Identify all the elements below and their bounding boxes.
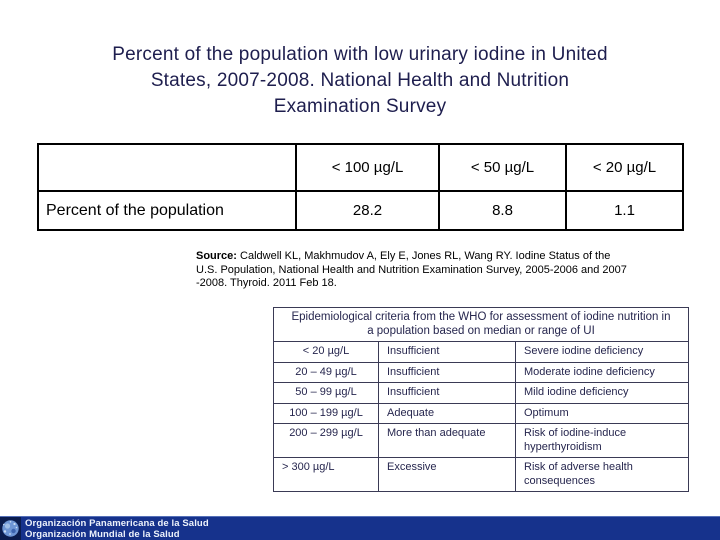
ui-range-cell: > 300 µg/L: [273, 457, 379, 492]
results-table: < 100 µg/L < 50 µg/L < 20 µg/L Percent o…: [37, 143, 684, 231]
results-table-value: 28.2: [295, 190, 440, 231]
results-table-row-label: Percent of the population: [37, 190, 297, 231]
iodine-intake-cell: Adequate: [378, 402, 516, 424]
iodine-status-cell: Optimum: [515, 402, 689, 424]
slide-title-line: Percent of the population with low urina…: [112, 44, 608, 65]
table-row: 50 – 99 µg/L Insufficient Mild iodine de…: [273, 382, 689, 404]
who-table-caption: Epidemiological criteria from the WHO fo…: [273, 307, 689, 342]
iodine-intake-cell: Insufficient: [378, 382, 516, 404]
table-row: < 20 µg/L Insufficient Severe iodine def…: [273, 341, 689, 363]
footer-org-line1: Organización Panamericana de la Salud: [25, 517, 209, 529]
source-note-line: Source: Caldwell KL, Makhmudov A, Ely E,…: [196, 250, 611, 262]
iodine-status-cell: Moderate iodine deficiency: [515, 361, 689, 383]
ui-range-cell: 200 – 299 µg/L: [273, 423, 379, 458]
results-table-header-row: < 100 µg/L < 50 µg/L < 20 µg/L: [37, 143, 684, 192]
slide-title-line: Examination Survey: [273, 96, 447, 117]
iodine-status-cell: Severe iodine deficiency: [515, 341, 689, 363]
footer-organization-text: Organización Panamericana de la Salud Or…: [25, 518, 209, 540]
ui-range-cell: 100 – 199 µg/L: [273, 402, 379, 424]
ui-range-cell: < 20 µg/L: [273, 341, 379, 363]
who-table-caption-row: Epidemiological criteria from the WHO fo…: [273, 307, 689, 342]
table-row: 200 – 299 µg/L More than adequate Risk o…: [273, 423, 689, 458]
results-table-col-header: < 50 µg/L: [438, 143, 567, 192]
table-row: 100 – 199 µg/L Adequate Optimum: [273, 402, 689, 424]
slide-title: Percent of the population with low urina…: [50, 42, 670, 120]
table-row: 20 – 49 µg/L Insufficient Moderate iodin…: [273, 361, 689, 383]
footer-bar: Organización Panamericana de la Salud Or…: [0, 516, 720, 540]
results-table-data-row: Percent of the population 28.2 8.8 1.1: [37, 190, 684, 231]
results-table-value: 8.8: [438, 190, 567, 231]
ui-range-cell: 50 – 99 µg/L: [273, 382, 379, 404]
iodine-intake-cell: Insufficient: [378, 361, 516, 383]
results-table-corner-cell: [37, 143, 297, 192]
results-table-value: 1.1: [565, 190, 684, 231]
source-note-line: -2008. Thyroid. 2011 Feb 18.: [196, 277, 337, 289]
iodine-intake-cell: Insufficient: [378, 341, 516, 363]
iodine-status-cell: Mild iodine deficiency: [515, 382, 689, 404]
source-label: Source:: [196, 250, 237, 262]
results-table-col-header: < 100 µg/L: [295, 143, 440, 192]
source-note-line: U.S. Population, National Health and Nut…: [196, 263, 627, 276]
table-row: > 300 µg/L Excessive Risk of adverse hea…: [273, 457, 689, 492]
iodine-status-cell: Risk of iodine-induce hyperthyroidism: [515, 423, 689, 458]
source-note: Source: Caldwell KL, Makhmudov A, Ely E,…: [196, 250, 688, 291]
ui-range-cell: 20 – 49 µg/L: [273, 361, 379, 383]
slide-title-line: States, 2007-2008. National Health and N…: [150, 70, 570, 91]
iodine-intake-cell: More than adequate: [378, 423, 516, 458]
results-table-col-header: < 20 µg/L: [565, 143, 684, 192]
iodine-status-cell: Risk of adverse health consequences: [515, 457, 689, 492]
iodine-intake-cell: Excessive: [378, 457, 516, 492]
footer-org-line2: Organización Mundial de la Salud: [25, 528, 180, 540]
who-criteria-table: Epidemiological criteria from the WHO fo…: [273, 307, 689, 492]
paho-globe-icon: [0, 517, 21, 540]
